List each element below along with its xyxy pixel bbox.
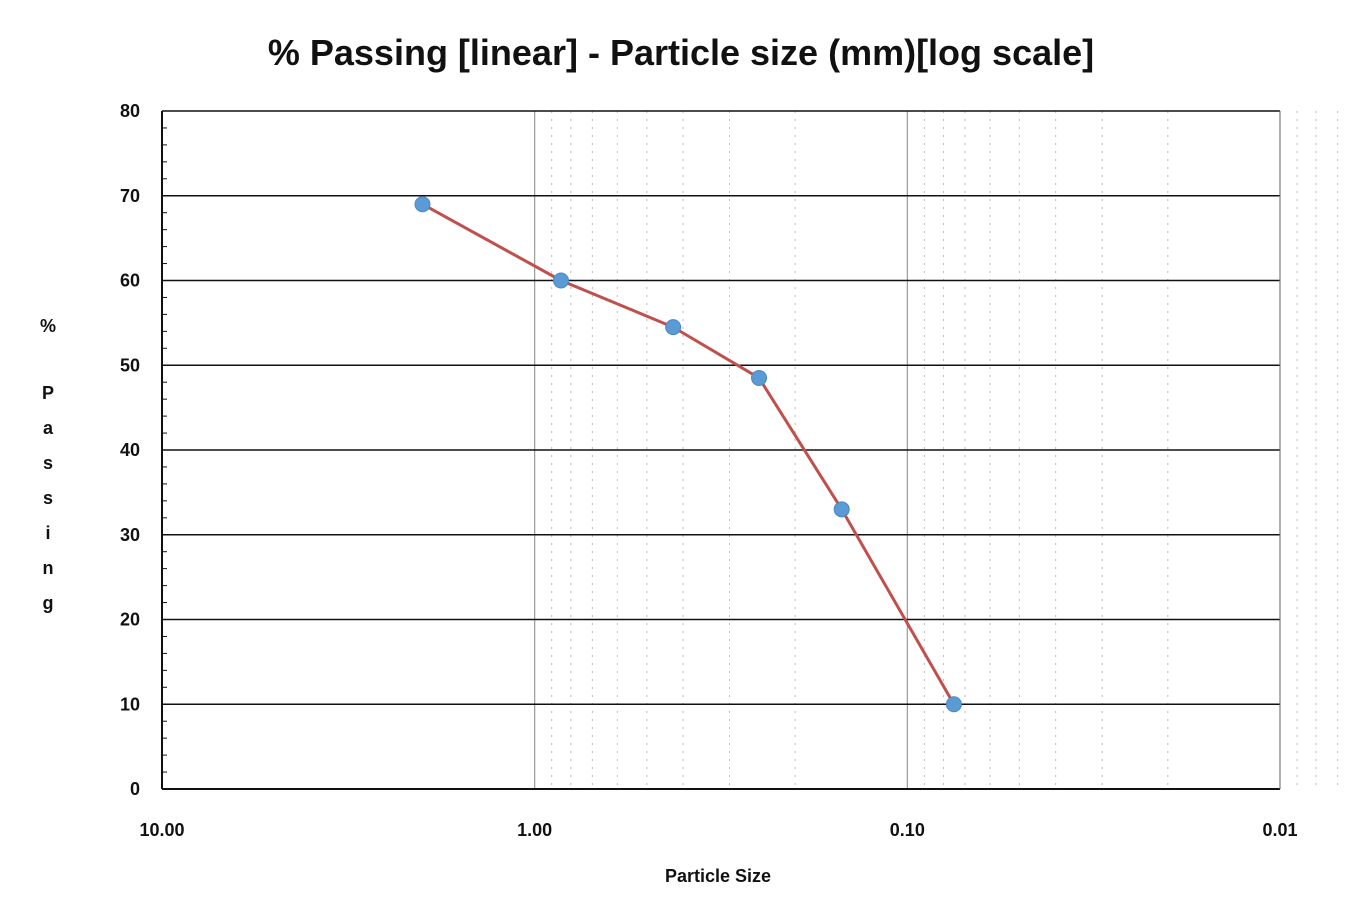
data-point — [751, 369, 768, 386]
y-tick-label: 80 — [120, 101, 140, 121]
y-tick-label: 60 — [120, 271, 140, 291]
x-axis-label: Particle Size — [665, 866, 771, 886]
data-point — [414, 196, 431, 213]
y-axis-label-char: s — [43, 453, 53, 473]
y-axis-label: %Passing — [40, 316, 56, 613]
data-point — [945, 696, 962, 713]
y-tick-label: 0 — [130, 779, 140, 799]
data-point — [833, 501, 850, 518]
data-point — [665, 319, 682, 336]
y-axis-label-char: a — [43, 418, 54, 438]
y-tick-label: 40 — [120, 440, 140, 460]
y-axis-label-char: s — [43, 488, 53, 508]
y-axis-label-char: g — [43, 593, 54, 613]
x-tick-label: 1.00 — [517, 820, 552, 840]
y-axis-label-char: % — [40, 316, 56, 336]
x-tick-label: 0.01 — [1262, 820, 1297, 840]
y-tick-label: 20 — [120, 610, 140, 630]
x-tick-label: 0.10 — [890, 820, 925, 840]
x-tick-label: 10.00 — [139, 820, 184, 840]
y-tick-label: 50 — [120, 355, 140, 375]
series-layer — [414, 196, 962, 713]
y-tick-label: 10 — [120, 694, 140, 714]
y-tick-label: 70 — [120, 186, 140, 206]
y-axis-label-char: n — [43, 558, 54, 578]
axes: 10.00 1.00 0.10 0.01 0 10 20 30 40 50 60 70 80 — [120, 101, 1298, 840]
y-axis-label-char: i — [45, 523, 50, 543]
chart-title: % Passing [linear] - Particle size (mm)[… — [268, 32, 1094, 73]
series-line — [420, 202, 956, 706]
y-axis-label-char: P — [42, 383, 54, 403]
y-tick-label: 30 — [120, 525, 140, 545]
data-point — [552, 272, 569, 289]
